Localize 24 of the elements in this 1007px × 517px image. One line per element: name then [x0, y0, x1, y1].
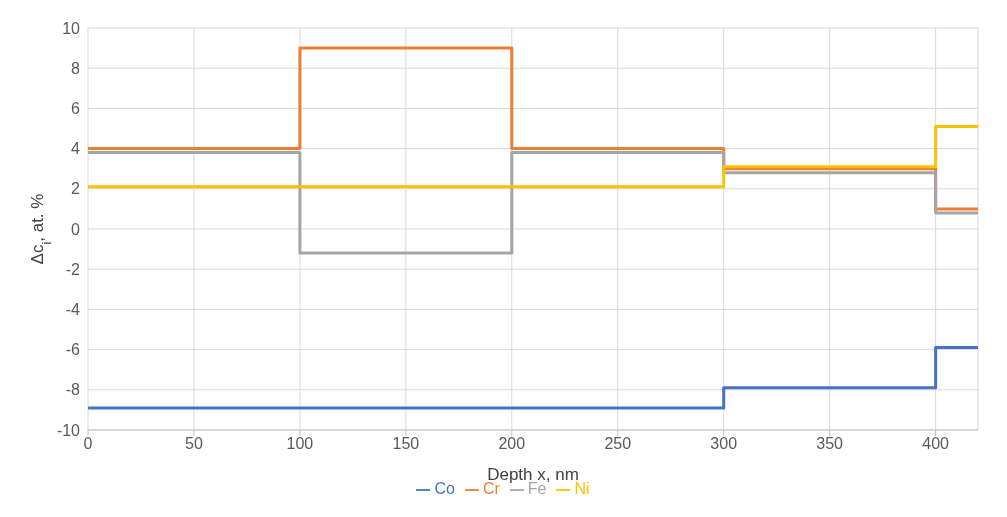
- y-tick-label: 4: [71, 140, 81, 158]
- x-tick-label: 50: [185, 435, 203, 453]
- legend-label: Co: [434, 480, 455, 497]
- y-tick-label: -10: [56, 421, 81, 439]
- y-tick-label: 6: [71, 100, 81, 118]
- y-tick-label: -2: [65, 260, 81, 278]
- x-tick-label: 150: [392, 435, 420, 453]
- y-tick-label: -4: [65, 301, 81, 319]
- y-tick-label: -6: [65, 341, 81, 359]
- x-tick-label: 350: [816, 435, 844, 453]
- y-tick-label: 10: [62, 19, 81, 37]
- legend-label: Ni: [574, 480, 590, 497]
- x-tick-label: 250: [604, 435, 632, 453]
- x-tick-label: 0: [83, 435, 93, 453]
- y-tick-label: 2: [71, 180, 81, 198]
- x-tick-label: 300: [710, 435, 738, 453]
- y-tick-label: -8: [65, 381, 81, 399]
- x-tick-label: 400: [922, 435, 950, 453]
- x-tick-label: 100: [286, 435, 314, 453]
- legend-label: Fe: [527, 480, 547, 497]
- y-tick-label: 0: [71, 220, 81, 238]
- legend-label: Cr: [482, 480, 500, 497]
- x-tick-label: 200: [498, 435, 526, 453]
- y-tick-label: 8: [71, 59, 81, 77]
